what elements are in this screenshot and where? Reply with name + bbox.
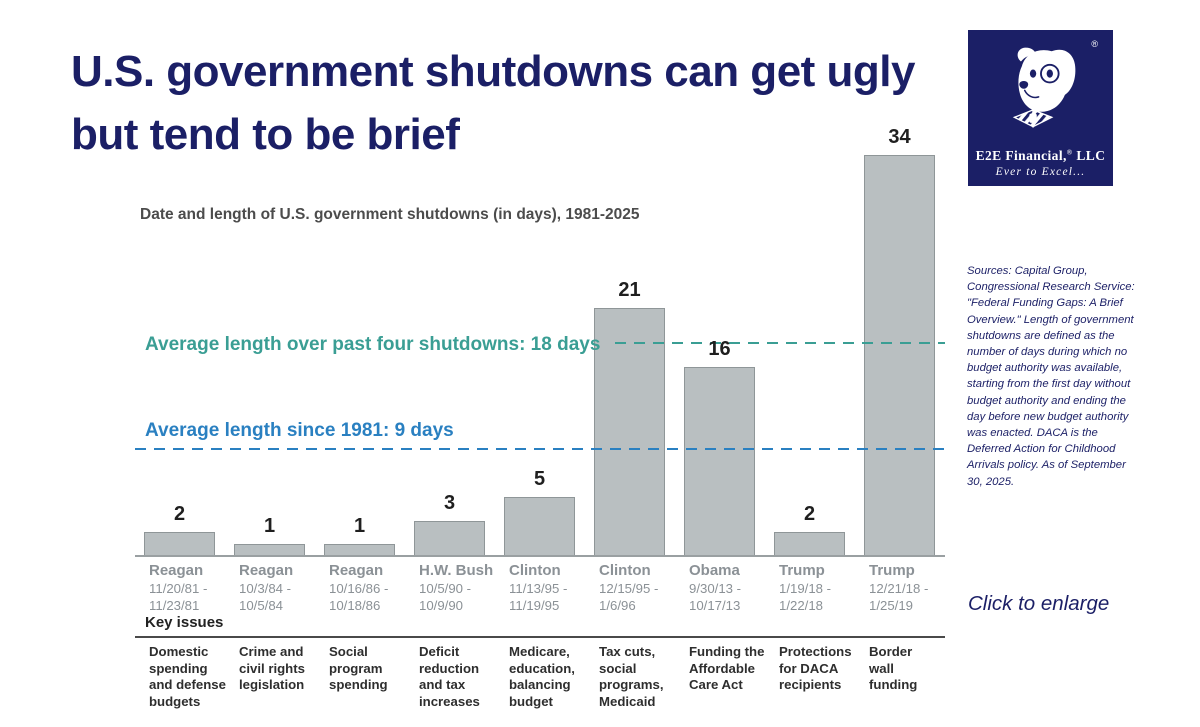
chart-subtitle: Date and length of U.S. government shutd… bbox=[140, 206, 640, 223]
xaxis-tick-label: Clinton 12/15/95 - 1/6/96 bbox=[599, 562, 685, 614]
bar bbox=[864, 155, 935, 556]
bar-value-label: 5 bbox=[533, 468, 546, 490]
registered-mark: ® bbox=[1091, 39, 1098, 49]
shutdown-dates: 1/19/18 - 1/22/18 bbox=[779, 581, 832, 613]
shutdown-dates: 9/30/13 - 10/17/13 bbox=[689, 581, 742, 613]
xaxis-tick-label: Trump 12/21/18 - 1/25/19 bbox=[869, 562, 955, 614]
bar bbox=[774, 532, 845, 556]
shutdown-dates: 11/13/95 - 11/19/95 bbox=[509, 581, 568, 613]
sources-note: Sources: Capital Group, Congressional Re… bbox=[967, 265, 1135, 488]
key-issue-cell: Deficit reduction and tax increases bbox=[419, 644, 480, 709]
bar-value-label: 2 bbox=[803, 503, 816, 525]
key-issues-divider bbox=[135, 636, 945, 638]
xaxis-tick-label: Trump 1/19/18 - 1/22/18 bbox=[779, 562, 865, 614]
shutdown-bar-chart[interactable]: 2 1 1 3 5 21 16 2 34 Average length over past fo… bbox=[135, 120, 945, 557]
bar-value-label: 21 bbox=[618, 279, 641, 301]
page-title-line2: but tend to be brief bbox=[71, 110, 460, 159]
average-reference-line bbox=[615, 342, 945, 344]
page-title-line1: U.S. government shutdowns can get ugly bbox=[71, 47, 915, 96]
key-issue-cell: Domestic spending and defense budgets bbox=[149, 644, 226, 709]
president-name: Reagan bbox=[329, 562, 384, 579]
key-issue-cell: Border wall funding bbox=[869, 644, 918, 692]
president-name: Trump bbox=[869, 562, 915, 579]
president-name: Clinton bbox=[509, 562, 561, 579]
key-issue-cell: Crime and civil rights legislation bbox=[239, 644, 305, 692]
bar-value-label: 34 bbox=[888, 126, 911, 148]
key-issues-heading: Key issues bbox=[145, 614, 224, 631]
x-axis-line bbox=[135, 555, 945, 557]
click-to-enlarge-link[interactable]: Click to enlarge bbox=[968, 592, 1110, 615]
key-issues-row: Domestic spending and defense budgets Cri… bbox=[135, 644, 945, 724]
bar bbox=[414, 521, 485, 556]
president-name: Trump bbox=[779, 562, 825, 579]
bar bbox=[324, 544, 395, 556]
xaxis-tick-label: Reagan 10/16/86 - 10/18/86 bbox=[329, 562, 415, 614]
page-title: U.S. government shutdowns can get ugly b… bbox=[71, 40, 951, 166]
xaxis-tick-label: H.W. Bush 10/5/90 - 10/9/90 bbox=[419, 562, 505, 614]
key-issue-cell: Social program spending bbox=[329, 644, 388, 692]
bar-value-label: 1 bbox=[353, 515, 366, 537]
average-reference-label: Average length since 1981: 9 days bbox=[145, 420, 454, 441]
bar-value-label: 3 bbox=[443, 492, 456, 514]
xaxis-tick-label: Obama 9/30/13 - 10/17/13 bbox=[689, 562, 775, 614]
shutdown-dates: 12/21/18 - 1/25/19 bbox=[869, 581, 929, 613]
president-name: Reagan bbox=[239, 562, 294, 579]
president-name: Reagan bbox=[149, 562, 204, 579]
company-logo: ® bbox=[968, 30, 1113, 186]
bar bbox=[684, 367, 755, 556]
xaxis-labels: Reagan 11/20/81 - 11/23/81 Reagan 10/3/84 -… bbox=[135, 562, 945, 618]
president-name: Obama bbox=[689, 562, 740, 579]
bar-value-label: 2 bbox=[173, 503, 186, 525]
key-issue-cell: Funding the Affordable Care Act bbox=[689, 644, 765, 692]
bar bbox=[594, 308, 665, 556]
shutdown-dates: 12/15/95 - 1/6/96 bbox=[599, 581, 659, 613]
xaxis-tick-label: Reagan 11/20/81 - 11/23/81 bbox=[149, 562, 235, 614]
bar bbox=[234, 544, 305, 556]
key-issue-cell: Protections for DACA recipients bbox=[779, 644, 852, 692]
bar-value-label: 16 bbox=[708, 338, 731, 360]
key-issue-cell: Tax cuts, social programs, Medicaid bbox=[599, 644, 664, 709]
shutdown-dates: 10/5/90 - 10/9/90 bbox=[419, 581, 472, 613]
shutdown-dates: 10/16/86 - 10/18/86 bbox=[329, 581, 389, 613]
president-name: H.W. Bush bbox=[419, 562, 494, 579]
xaxis-tick-label: Reagan 10/3/84 - 10/5/84 bbox=[239, 562, 325, 614]
bar bbox=[504, 497, 575, 556]
bar-value-label: 1 bbox=[263, 515, 276, 537]
average-reference-label: Average length over past four shutdowns:… bbox=[145, 334, 601, 355]
xaxis-tick-label: Clinton 11/13/95 - 11/19/95 bbox=[509, 562, 595, 614]
logo-tagline: Ever to Excel... bbox=[995, 166, 1086, 178]
president-name: Clinton bbox=[599, 562, 651, 579]
shutdown-dates: 11/20/81 - 11/23/81 bbox=[149, 581, 208, 613]
key-issue-cell: Medicare, education, balancing budget bbox=[509, 644, 575, 709]
logo-company-name: E2E Financial,® LLC bbox=[975, 148, 1106, 163]
average-reference-line bbox=[135, 448, 945, 450]
bar bbox=[144, 532, 215, 556]
shutdown-dates: 10/3/84 - 10/5/84 bbox=[239, 581, 292, 613]
